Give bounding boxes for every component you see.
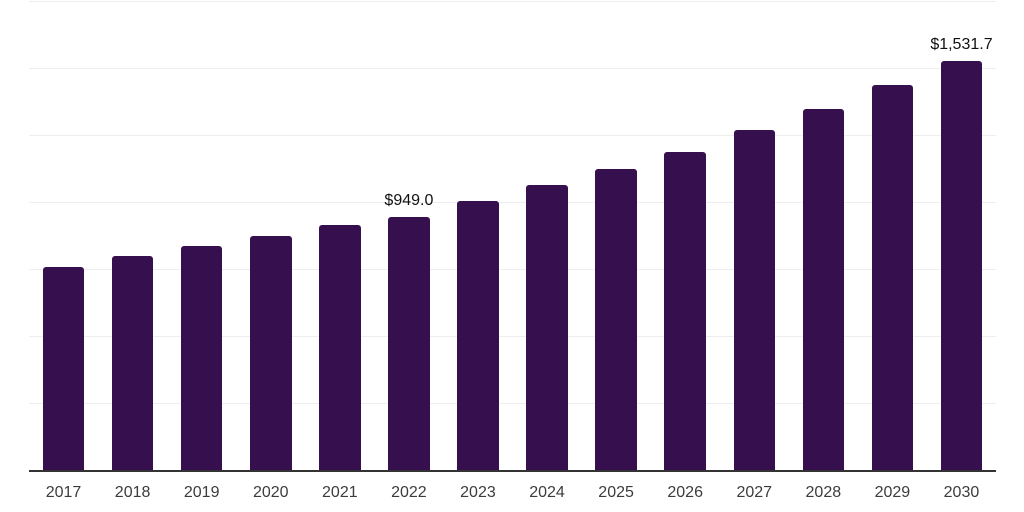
x-tick-label-2019: 2019 [183, 484, 220, 501]
bar-2017 [42, 267, 85, 471]
x-tick-label-2020: 2020 [252, 484, 289, 501]
x-tick-label-2024: 2024 [529, 484, 565, 501]
gridline-1750 [29, 1, 996, 2]
bar-2028 [802, 109, 845, 471]
x-tick-label-2027: 2027 [736, 484, 773, 501]
x-tick-label-2030: 2030 [943, 484, 980, 501]
bar-2020 [250, 236, 292, 471]
bar-2026 [664, 151, 706, 471]
bar-2027 [733, 130, 775, 471]
gridline-1250 [29, 135, 996, 136]
x-tick-label-2021: 2021 [322, 484, 358, 501]
gridline-1000 [29, 202, 996, 203]
x-tick-label-2017: 2017 [45, 484, 82, 501]
bar-2023 [457, 201, 499, 471]
bar-2022 [388, 216, 430, 471]
bar-2029 [871, 85, 914, 471]
bar-2018 [111, 256, 154, 471]
x-tick-label-2023: 2023 [460, 484, 496, 501]
x-tick-label-2028: 2028 [805, 484, 842, 501]
bar-2019 [180, 246, 223, 471]
bar-2025 [595, 168, 637, 471]
data-label-2022: $949.0 [384, 191, 434, 209]
x-tick-label-2026: 2026 [667, 484, 703, 501]
x-tick-label-2022: 2022 [391, 484, 427, 501]
bar-2021 [319, 225, 361, 471]
gridline-250 [29, 403, 996, 404]
bar-2030 [940, 60, 983, 471]
plot-area: $949.0 $1,531.7 [29, 1, 996, 472]
gridline-1500 [29, 68, 996, 69]
gridline-750 [29, 269, 996, 270]
data-label-2030: $1,531.7 [930, 35, 993, 53]
gridline-500 [29, 336, 996, 337]
x-tick-label-2025: 2025 [598, 484, 634, 501]
bar-2024 [526, 185, 568, 471]
x-tick-label-2018: 2018 [114, 484, 151, 501]
x-tick-label-2029: 2029 [874, 484, 911, 501]
x-axis-line [29, 470, 996, 472]
